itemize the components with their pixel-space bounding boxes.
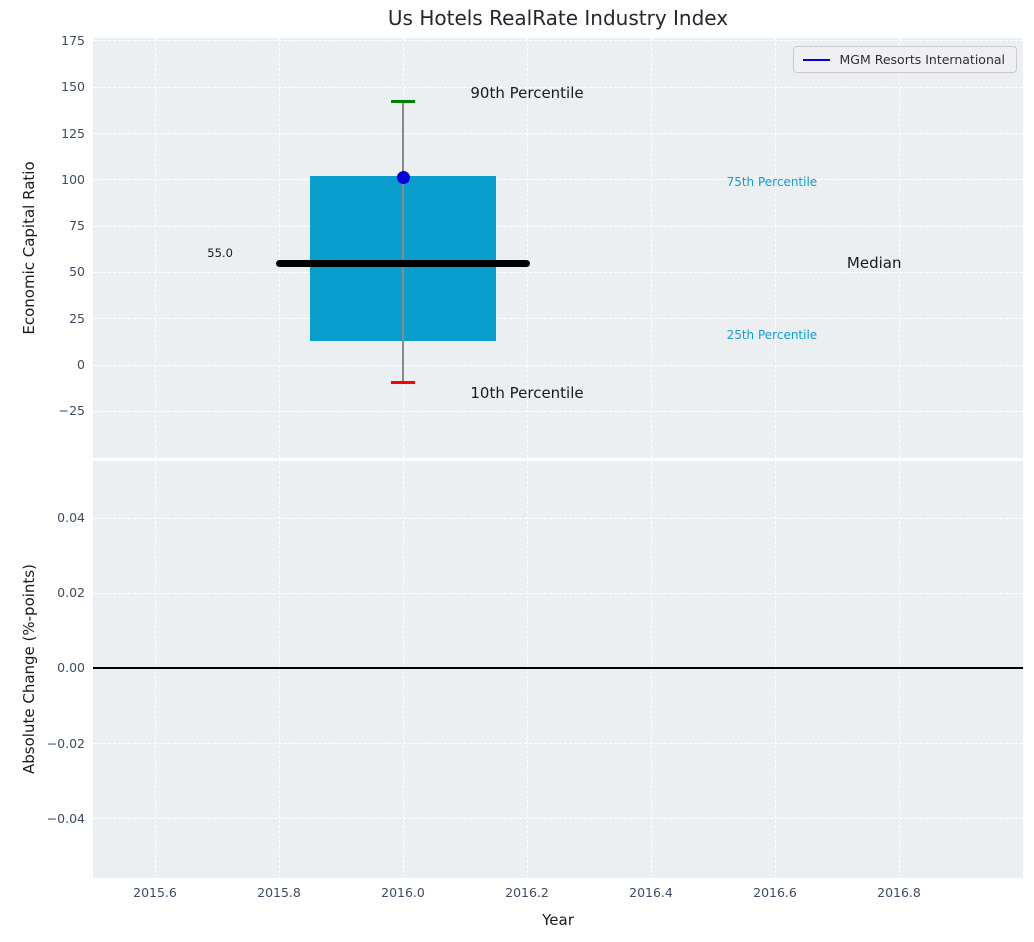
gridline-vertical <box>898 38 900 458</box>
gridline-horizontal <box>93 225 1023 227</box>
y-tick-label: 25 <box>69 310 85 326</box>
gridline-vertical <box>154 38 156 458</box>
gridline-vertical <box>650 461 652 878</box>
gridline-horizontal <box>93 410 1023 412</box>
y-tick-label: −25 <box>58 403 85 419</box>
x-axis-label: Year <box>542 911 574 929</box>
legend: MGM Resorts International <box>793 46 1017 73</box>
y-tick-label: 125 <box>61 125 85 141</box>
y-tick-label: −0.02 <box>46 735 85 751</box>
gridline-vertical <box>402 461 404 878</box>
gridline-horizontal <box>93 179 1023 181</box>
y-tick-label: 100 <box>61 171 85 187</box>
x-tick-label: 2016.2 <box>505 885 549 900</box>
median-line <box>275 259 531 267</box>
legend-label: MGM Resorts International <box>839 52 1005 67</box>
gridline-horizontal <box>93 271 1023 273</box>
gridline-vertical <box>526 461 528 878</box>
gridline-vertical <box>154 461 156 878</box>
x-tick-label: 2016.4 <box>629 885 673 900</box>
gridline-horizontal <box>93 40 1023 42</box>
y-tick-label: 150 <box>61 79 85 95</box>
gridline-horizontal <box>93 318 1023 320</box>
p90-cap <box>391 99 415 103</box>
whisker-line <box>402 101 404 383</box>
p10-cap <box>391 381 415 385</box>
y-axis-label-top: Economic Capital Ratio <box>20 161 38 335</box>
top-axes <box>93 38 1023 458</box>
y-tick-label: 0.02 <box>57 585 85 601</box>
legend-line-icon <box>803 58 831 61</box>
gridline-horizontal <box>93 592 1023 594</box>
gridline-vertical <box>526 38 528 458</box>
gridline-vertical <box>278 461 280 878</box>
y-tick-label: 75 <box>69 218 85 234</box>
y-tick-label: 0.04 <box>57 510 85 526</box>
x-tick-label: 2015.6 <box>133 885 177 900</box>
company-marker-dot <box>396 170 410 184</box>
zero-line <box>93 667 1023 670</box>
gridline-horizontal <box>93 133 1023 135</box>
gridline-vertical <box>774 38 776 458</box>
chart-title: Us Hotels RealRate Industry Index <box>387 6 729 30</box>
y-tick-label: 0 <box>77 357 85 373</box>
annotation: 10th Percentile <box>470 383 584 402</box>
gridline-horizontal <box>93 86 1023 88</box>
annotation: 55.0 <box>207 246 233 260</box>
gridline-vertical <box>278 38 280 458</box>
y-tick-label: 0.00 <box>57 660 85 676</box>
gridline-horizontal <box>93 364 1023 366</box>
gridline-vertical <box>898 461 900 878</box>
y-tick-label: −0.04 <box>46 810 85 826</box>
bottom-axes <box>93 461 1023 878</box>
y-tick-label: 175 <box>61 32 85 48</box>
x-tick-label: 2016.0 <box>381 885 425 900</box>
x-tick-label: 2016.6 <box>753 885 797 900</box>
gridline-vertical <box>650 38 652 458</box>
gridline-horizontal <box>93 743 1023 744</box>
annotation: 75th Percentile <box>726 174 818 189</box>
gridline-horizontal <box>93 517 1023 519</box>
gridline-vertical <box>774 461 776 878</box>
gridline-horizontal <box>93 818 1023 820</box>
x-tick-label: 2015.8 <box>257 885 301 900</box>
annotation: Median <box>846 254 902 273</box>
x-tick-label: 2016.8 <box>877 885 921 900</box>
annotation: 90th Percentile <box>470 83 584 102</box>
annotation: 25th Percentile <box>726 328 818 343</box>
y-tick-label: 50 <box>69 264 85 280</box>
